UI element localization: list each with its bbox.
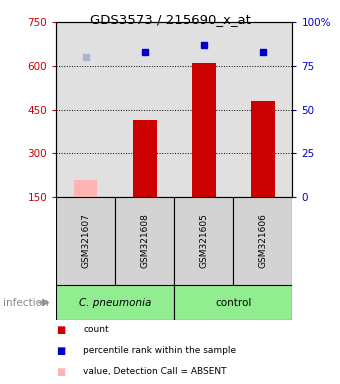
- Text: GSM321606: GSM321606: [258, 214, 267, 268]
- Text: count: count: [83, 325, 109, 334]
- Text: infection: infection: [3, 298, 49, 308]
- Text: GSM321605: GSM321605: [199, 214, 208, 268]
- Bar: [233, 197, 292, 285]
- Text: GSM321607: GSM321607: [81, 214, 90, 268]
- Bar: [115, 197, 174, 285]
- Text: ■: ■: [56, 346, 65, 356]
- Text: control: control: [215, 298, 252, 308]
- Text: ■: ■: [56, 367, 65, 377]
- Bar: [174, 197, 233, 285]
- Text: C. pneumonia: C. pneumonia: [79, 298, 151, 308]
- Text: GSM321608: GSM321608: [140, 214, 149, 268]
- Bar: [174, 285, 292, 320]
- Bar: [74, 179, 98, 197]
- Text: ■: ■: [56, 324, 65, 334]
- Bar: [56, 197, 115, 285]
- Text: percentile rank within the sample: percentile rank within the sample: [83, 346, 236, 355]
- Bar: [133, 120, 156, 197]
- Text: value, Detection Call = ABSENT: value, Detection Call = ABSENT: [83, 367, 227, 376]
- Bar: [192, 63, 216, 197]
- Bar: [251, 101, 275, 197]
- Text: GDS3573 / 215690_x_at: GDS3573 / 215690_x_at: [89, 13, 251, 26]
- Bar: [56, 285, 174, 320]
